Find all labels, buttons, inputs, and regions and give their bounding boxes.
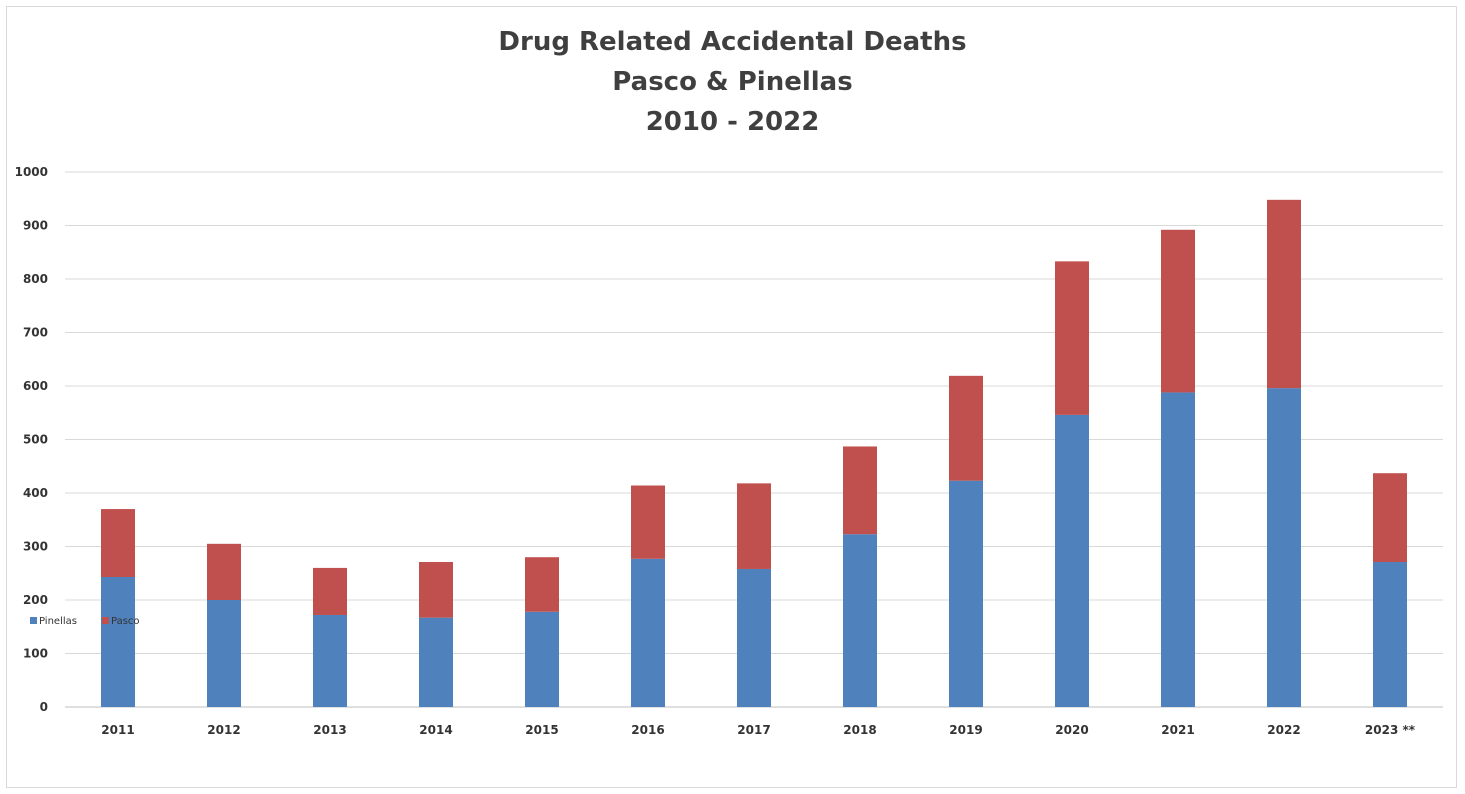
y-tick-label: 400 xyxy=(23,486,48,500)
bar-pinellas-2013 xyxy=(313,614,347,707)
y-tick-label: 200 xyxy=(23,593,48,607)
bar-pinellas-2023 xyxy=(1373,562,1407,707)
bar-pasco-2021 xyxy=(1161,229,1195,393)
bar-pinellas-2022 xyxy=(1267,388,1301,707)
x-tick-label: 2012 xyxy=(207,723,240,737)
x-tick-label: 2020 xyxy=(1055,723,1088,737)
y-tick-label: 0 xyxy=(40,700,48,714)
bar-pasco-2012 xyxy=(207,543,241,600)
x-tick-label: 2023 ** xyxy=(1365,723,1416,737)
y-tick-label: 300 xyxy=(23,540,48,554)
bars xyxy=(101,199,1407,707)
bar-pasco-2019 xyxy=(949,375,983,481)
bar-pinellas-2018 xyxy=(843,534,877,707)
bar-pasco-2018 xyxy=(843,446,877,535)
bar-pasco-2011 xyxy=(101,509,135,577)
bar-pasco-2016 xyxy=(631,485,665,559)
legend-label-pasco: Pasco xyxy=(111,616,140,627)
legend-label-pinellas: Pinellas xyxy=(39,616,77,627)
bar-pinellas-2016 xyxy=(631,558,665,707)
legend-swatch-pasco xyxy=(102,617,109,624)
x-tick-label: 2017 xyxy=(737,723,770,737)
y-tick-label: 1000 xyxy=(15,165,48,179)
bar-pinellas-2011 xyxy=(101,576,135,707)
chart-title-line-1: Drug Related Accidental Deaths xyxy=(498,27,967,57)
y-tick-label: 900 xyxy=(23,219,48,233)
x-tick-label: 2018 xyxy=(843,723,876,737)
x-tick-label: 2013 xyxy=(313,723,346,737)
x-tick-label: 2022 xyxy=(1267,723,1300,737)
legend: Pinellas Pasco xyxy=(30,616,140,627)
bar-pasco-2014 xyxy=(419,562,453,618)
chart-frame xyxy=(6,6,1457,788)
legend-swatch-pinellas xyxy=(30,617,37,624)
chart-title-line-2: Pasco & Pinellas xyxy=(612,67,853,97)
bar-pasco-2015 xyxy=(525,557,559,612)
y-tick-label: 500 xyxy=(23,433,48,447)
bar-pinellas-2017 xyxy=(737,568,771,707)
x-tick-label: 2014 xyxy=(419,723,452,737)
x-axis: 2011 2012 2013 2014 2015 2016 2017 2018 2019 2020… xyxy=(101,723,1415,737)
x-tick-label: 2019 xyxy=(949,723,982,737)
bar-pasco-2013 xyxy=(313,567,347,615)
bar-pinellas-2021 xyxy=(1161,392,1195,707)
bar-pinellas-2020 xyxy=(1055,414,1089,707)
bar-pinellas-2012 xyxy=(207,600,241,707)
y-tick-label: 700 xyxy=(23,326,48,340)
bar-pasco-2022 xyxy=(1267,199,1301,389)
x-tick-label: 2011 xyxy=(101,723,134,737)
bar-pinellas-2019 xyxy=(949,480,983,707)
y-tick-label: 600 xyxy=(23,379,48,393)
y-axis: 0 100 200 300 400 500 600 700 800 900 1000 xyxy=(15,165,48,714)
y-tick-label: 100 xyxy=(23,647,48,661)
x-tick-label: 2015 xyxy=(525,723,558,737)
bar-pasco-2017 xyxy=(737,483,771,569)
x-tick-label: 2021 xyxy=(1161,723,1194,737)
bar-pinellas-2015 xyxy=(525,611,559,707)
chart-title: Drug Related Accidental Deaths Pasco & P… xyxy=(0,22,1465,142)
chart-title-line-3: 2010 - 2022 xyxy=(645,107,820,137)
x-tick-label: 2016 xyxy=(631,723,664,737)
bar-pasco-2023 xyxy=(1373,473,1407,563)
y-tick-label: 800 xyxy=(23,272,48,286)
bar-pasco-2020 xyxy=(1055,261,1089,415)
bar-pinellas-2014 xyxy=(419,617,453,707)
